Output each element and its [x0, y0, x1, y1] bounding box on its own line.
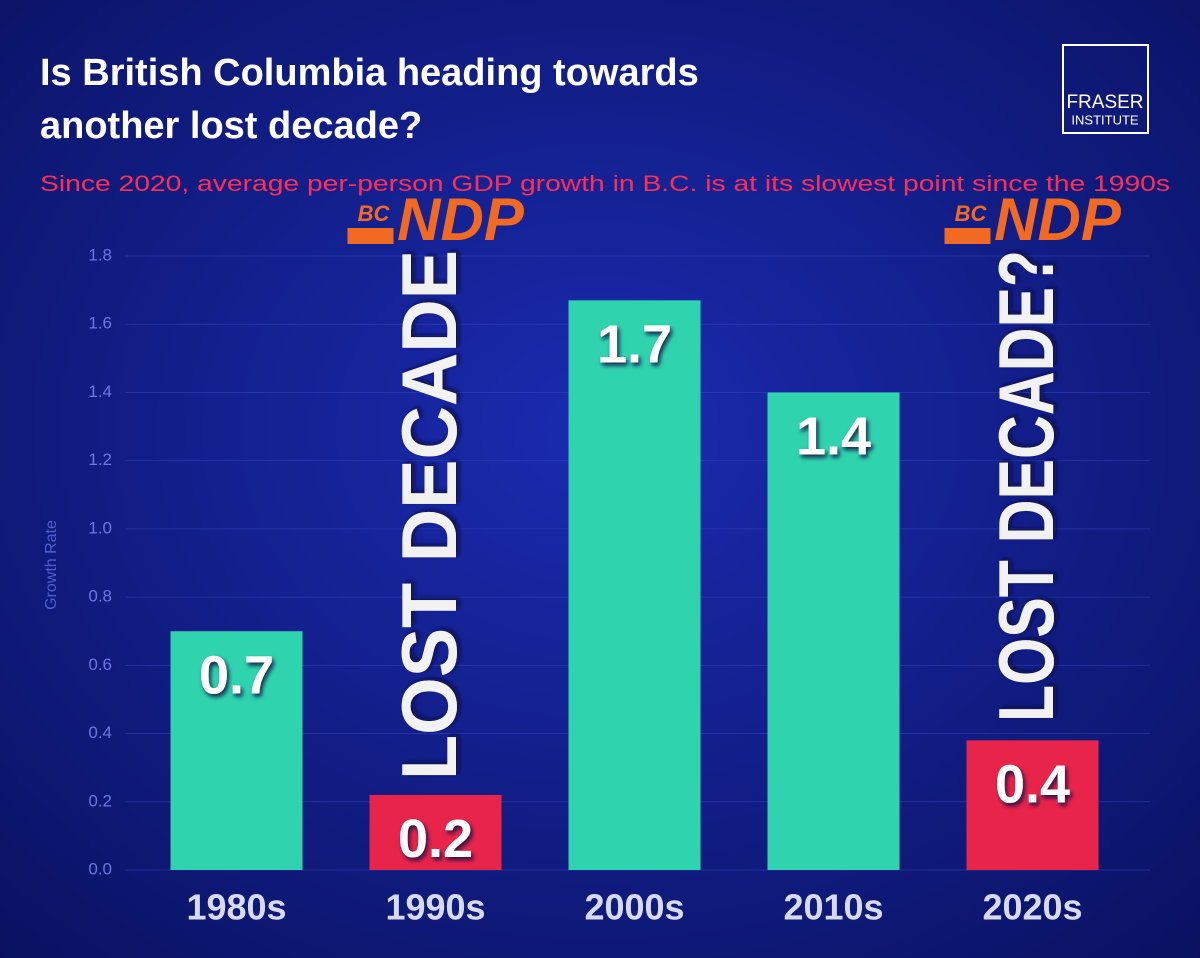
y-tick-label: 0.8	[88, 587, 112, 606]
y-tick-label: 0.2	[88, 791, 112, 810]
x-tick-label: 2000s	[584, 887, 684, 928]
logo-text: INSTITUTE	[1071, 112, 1138, 127]
party-logo-name: NDP	[397, 186, 525, 253]
y-tick-label: 1.2	[88, 450, 112, 469]
y-tick-label: 1.8	[88, 245, 112, 264]
value-label: 1.7	[597, 315, 672, 375]
x-tick-label: 1980s	[186, 887, 286, 928]
y-tick-label: 0.0	[88, 859, 112, 878]
x-tick-label: 2020s	[982, 887, 1082, 928]
logo-text: FRASER	[1066, 92, 1143, 113]
chart-title: another lost decade?	[40, 105, 422, 147]
value-label: 0.4	[995, 755, 1070, 815]
x-tick-label: 2010s	[783, 887, 883, 928]
chart-subtitle: Since 2020, average per-person GDP growt…	[40, 171, 1170, 196]
y-tick-label: 0.4	[88, 723, 112, 742]
y-axis-label: Growth Rate	[43, 520, 60, 610]
x-tick-label: 1990s	[385, 887, 485, 928]
bar	[966, 740, 1099, 870]
value-label: 1.4	[796, 407, 871, 467]
value-label: 0.2	[398, 809, 473, 869]
y-tick-label: 0.6	[88, 655, 112, 674]
party-logo-name: NDP	[994, 186, 1122, 253]
party-logo-mark	[347, 228, 394, 244]
bar	[369, 794, 502, 870]
party-logo-prefix: BC	[955, 201, 988, 226]
y-tick-label: 1.0	[88, 518, 112, 537]
party-logo-mark	[944, 228, 991, 244]
bar	[170, 631, 303, 870]
annotation: LOST DECADE?	[982, 250, 1070, 722]
value-label: 0.7	[199, 645, 274, 705]
annotation: LOST DECADE	[385, 250, 473, 780]
y-tick-label: 1.4	[88, 382, 112, 401]
bar	[568, 300, 701, 870]
chart-title: Is British Columbia heading towards	[40, 52, 699, 94]
party-logo-prefix: BC	[358, 201, 391, 226]
logo-box	[1062, 44, 1149, 134]
y-tick-label: 1.6	[88, 314, 112, 333]
bar	[767, 392, 900, 870]
